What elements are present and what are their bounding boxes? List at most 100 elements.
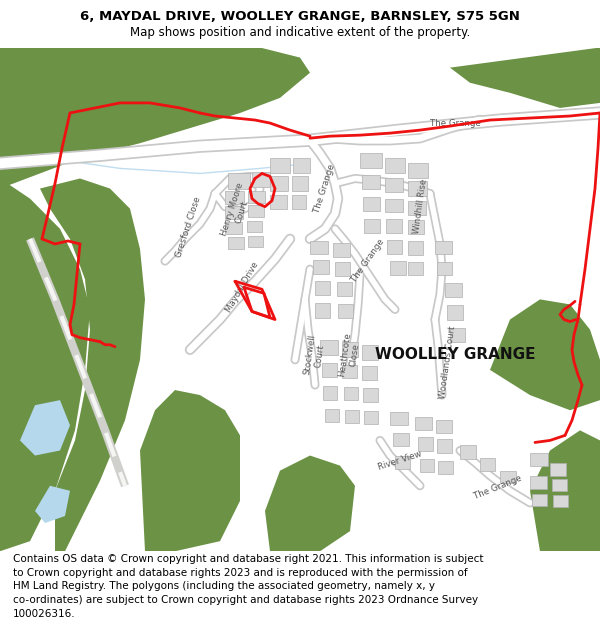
Polygon shape [436,420,452,433]
Polygon shape [248,204,264,217]
Polygon shape [35,486,70,523]
Polygon shape [393,433,409,446]
Polygon shape [0,48,310,199]
Polygon shape [313,260,329,274]
Polygon shape [450,328,465,342]
Text: Maydal Drive: Maydal Drive [224,261,260,314]
Polygon shape [435,241,452,254]
Polygon shape [437,262,452,275]
Text: Heathcote
Close: Heathcote Close [338,331,362,378]
Polygon shape [500,471,516,482]
Text: WOOLLEY GRANGE: WOOLLEY GRANGE [375,348,535,362]
Polygon shape [460,446,476,459]
Polygon shape [550,462,566,476]
Polygon shape [270,176,288,191]
Polygon shape [447,306,463,319]
Text: The Grange: The Grange [473,474,523,501]
Polygon shape [225,206,243,219]
Polygon shape [385,158,405,173]
Polygon shape [228,237,244,249]
Polygon shape [320,339,338,355]
Polygon shape [270,158,290,173]
Polygon shape [532,494,547,506]
Polygon shape [390,261,406,275]
Polygon shape [408,163,428,179]
Polygon shape [530,431,600,551]
Polygon shape [322,363,337,377]
Polygon shape [362,366,377,380]
Polygon shape [387,240,402,254]
Text: The Grange: The Grange [430,119,481,127]
Polygon shape [390,412,408,425]
Polygon shape [408,220,424,234]
Polygon shape [408,201,426,215]
Polygon shape [140,390,240,551]
Polygon shape [323,386,337,400]
Polygon shape [395,456,410,469]
Polygon shape [530,476,547,489]
Polygon shape [490,299,600,410]
Text: The Grange: The Grange [313,163,337,214]
Polygon shape [292,176,308,191]
Polygon shape [342,342,358,357]
Polygon shape [337,282,352,296]
Polygon shape [552,479,567,491]
Polygon shape [364,219,380,233]
Polygon shape [270,194,287,209]
Polygon shape [252,173,270,186]
Polygon shape [315,281,330,296]
Text: Henry Moore
Court: Henry Moore Court [220,181,254,240]
Text: Woodlands Court: Woodlands Court [439,325,458,399]
Polygon shape [364,411,378,424]
Text: Windhill Rise: Windhill Rise [412,179,428,234]
Polygon shape [225,222,242,234]
Text: Contains OS data © Crown copyright and database right 2021. This information is : Contains OS data © Crown copyright and d… [13,554,484,619]
Text: River View: River View [377,449,423,472]
Polygon shape [0,179,90,551]
Text: The Grange: The Grange [350,238,386,284]
Polygon shape [293,158,310,173]
Polygon shape [437,439,452,452]
Polygon shape [386,219,402,233]
Polygon shape [333,243,350,257]
Polygon shape [248,236,263,247]
Polygon shape [415,418,432,431]
Polygon shape [315,303,330,318]
Polygon shape [408,262,423,275]
Text: Map shows position and indicative extent of the property.: Map shows position and indicative extent… [130,26,470,39]
Polygon shape [342,365,357,378]
Text: 6, MAYDAL DRIVE, WOOLLEY GRANGE, BARNSLEY, S75 5GN: 6, MAYDAL DRIVE, WOOLLEY GRANGE, BARNSLE… [80,9,520,22]
Polygon shape [225,191,244,204]
Polygon shape [530,452,548,466]
Polygon shape [553,495,568,507]
Polygon shape [292,194,306,209]
Polygon shape [445,283,462,298]
Polygon shape [408,181,427,196]
Polygon shape [335,262,350,276]
Polygon shape [450,48,600,108]
Polygon shape [228,173,250,189]
Polygon shape [362,345,378,360]
Polygon shape [385,199,403,212]
Polygon shape [438,461,453,474]
Polygon shape [420,459,434,472]
Polygon shape [480,458,495,471]
Text: Stockwell
Court: Stockwell Court [303,333,327,376]
Polygon shape [363,197,380,211]
Polygon shape [362,176,380,189]
Polygon shape [248,191,265,202]
Polygon shape [338,304,353,318]
Polygon shape [418,438,433,451]
Text: Gresford Close: Gresford Close [174,195,202,258]
Polygon shape [325,409,339,422]
Polygon shape [265,456,355,551]
Polygon shape [40,179,145,551]
Polygon shape [247,221,262,232]
Polygon shape [20,400,70,456]
Polygon shape [408,241,423,255]
Polygon shape [344,387,358,400]
Polygon shape [310,241,328,254]
Polygon shape [385,179,403,192]
Polygon shape [363,388,378,402]
Polygon shape [360,153,382,168]
